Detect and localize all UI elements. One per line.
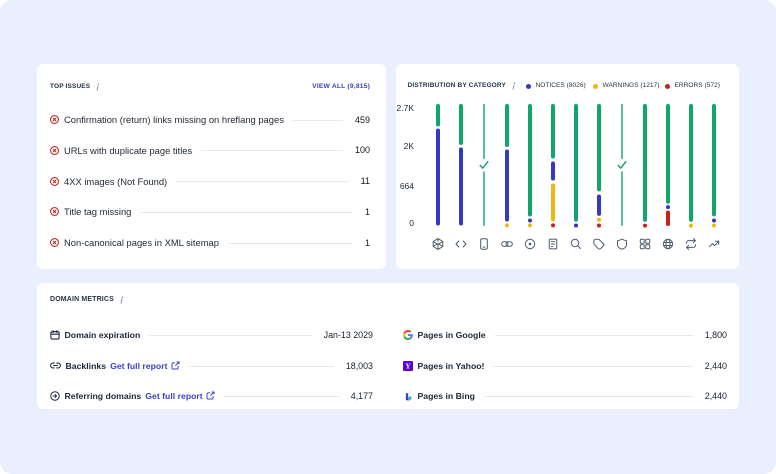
svg-text:Y: Y: [405, 362, 411, 370]
